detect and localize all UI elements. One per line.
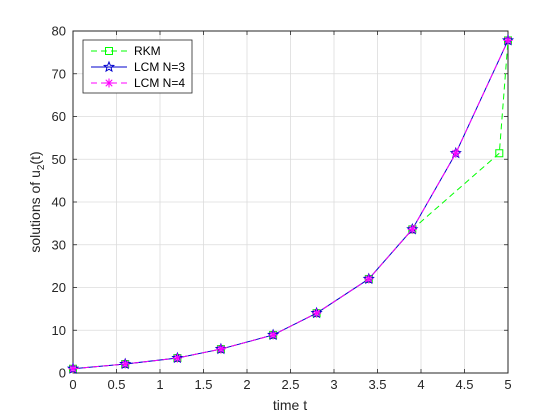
y-tick-label: 40 [52, 195, 66, 210]
x-tick-label: 5 [504, 377, 511, 392]
x-tick-label: 0.5 [107, 377, 125, 392]
y-axis-label-sub: 2 [36, 164, 47, 170]
data-point [172, 353, 182, 363]
legend-entry: LCM N=3 [91, 60, 185, 74]
x-tick-label: 4 [417, 377, 424, 392]
data-point [268, 330, 278, 340]
series-layer [66, 34, 515, 374]
legend-marker [104, 78, 114, 88]
data-point [68, 364, 78, 374]
y-axis-label-tail: (t) [27, 151, 43, 164]
x-tick-label: 2 [243, 377, 250, 392]
data-point [451, 148, 461, 158]
data-point [503, 35, 513, 45]
x-tick-label: 3.5 [368, 377, 386, 392]
y-tick-label: 30 [52, 237, 66, 252]
data-point [120, 359, 130, 369]
legend-marker [105, 47, 113, 55]
data-point [312, 308, 322, 318]
data-point [407, 224, 417, 234]
x-axis-label: time t [273, 397, 307, 413]
x-tick-label: 2.5 [281, 377, 299, 392]
legend-entry: RKM [91, 44, 161, 58]
legend-label: RKM [134, 44, 161, 58]
data-point [364, 274, 374, 284]
y-tick-label: 50 [52, 152, 66, 167]
legend-marker [102, 60, 116, 73]
y-tick-label: 70 [52, 66, 66, 81]
y-tick-label: 0 [59, 366, 66, 381]
y-axis-label: solutions of u2(t) [27, 151, 47, 252]
legend-label: LCM N=4 [134, 76, 185, 90]
legend-label: LCM N=3 [134, 60, 185, 74]
x-tick-label: 3 [330, 377, 337, 392]
y-tick-label: 80 [52, 24, 66, 39]
data-point [495, 149, 504, 158]
y-tick-label: 60 [52, 109, 66, 124]
series-line [72, 40, 509, 370]
legend: RKM LCM N=3 LCM N=4 [82, 39, 193, 94]
series-lcm-n-4 [68, 35, 513, 374]
data-point [216, 344, 226, 354]
y-tick-label: 20 [52, 280, 66, 295]
x-tick-label: 0 [69, 377, 76, 392]
y-axis-label-main: solutions of u [27, 170, 43, 253]
x-tick-label: 1 [156, 377, 163, 392]
x-tick-label: 1.5 [194, 377, 212, 392]
y-tick-label: 10 [52, 323, 66, 338]
legend-entry: LCM N=4 [91, 76, 185, 90]
x-tick-label: 4.5 [455, 377, 473, 392]
